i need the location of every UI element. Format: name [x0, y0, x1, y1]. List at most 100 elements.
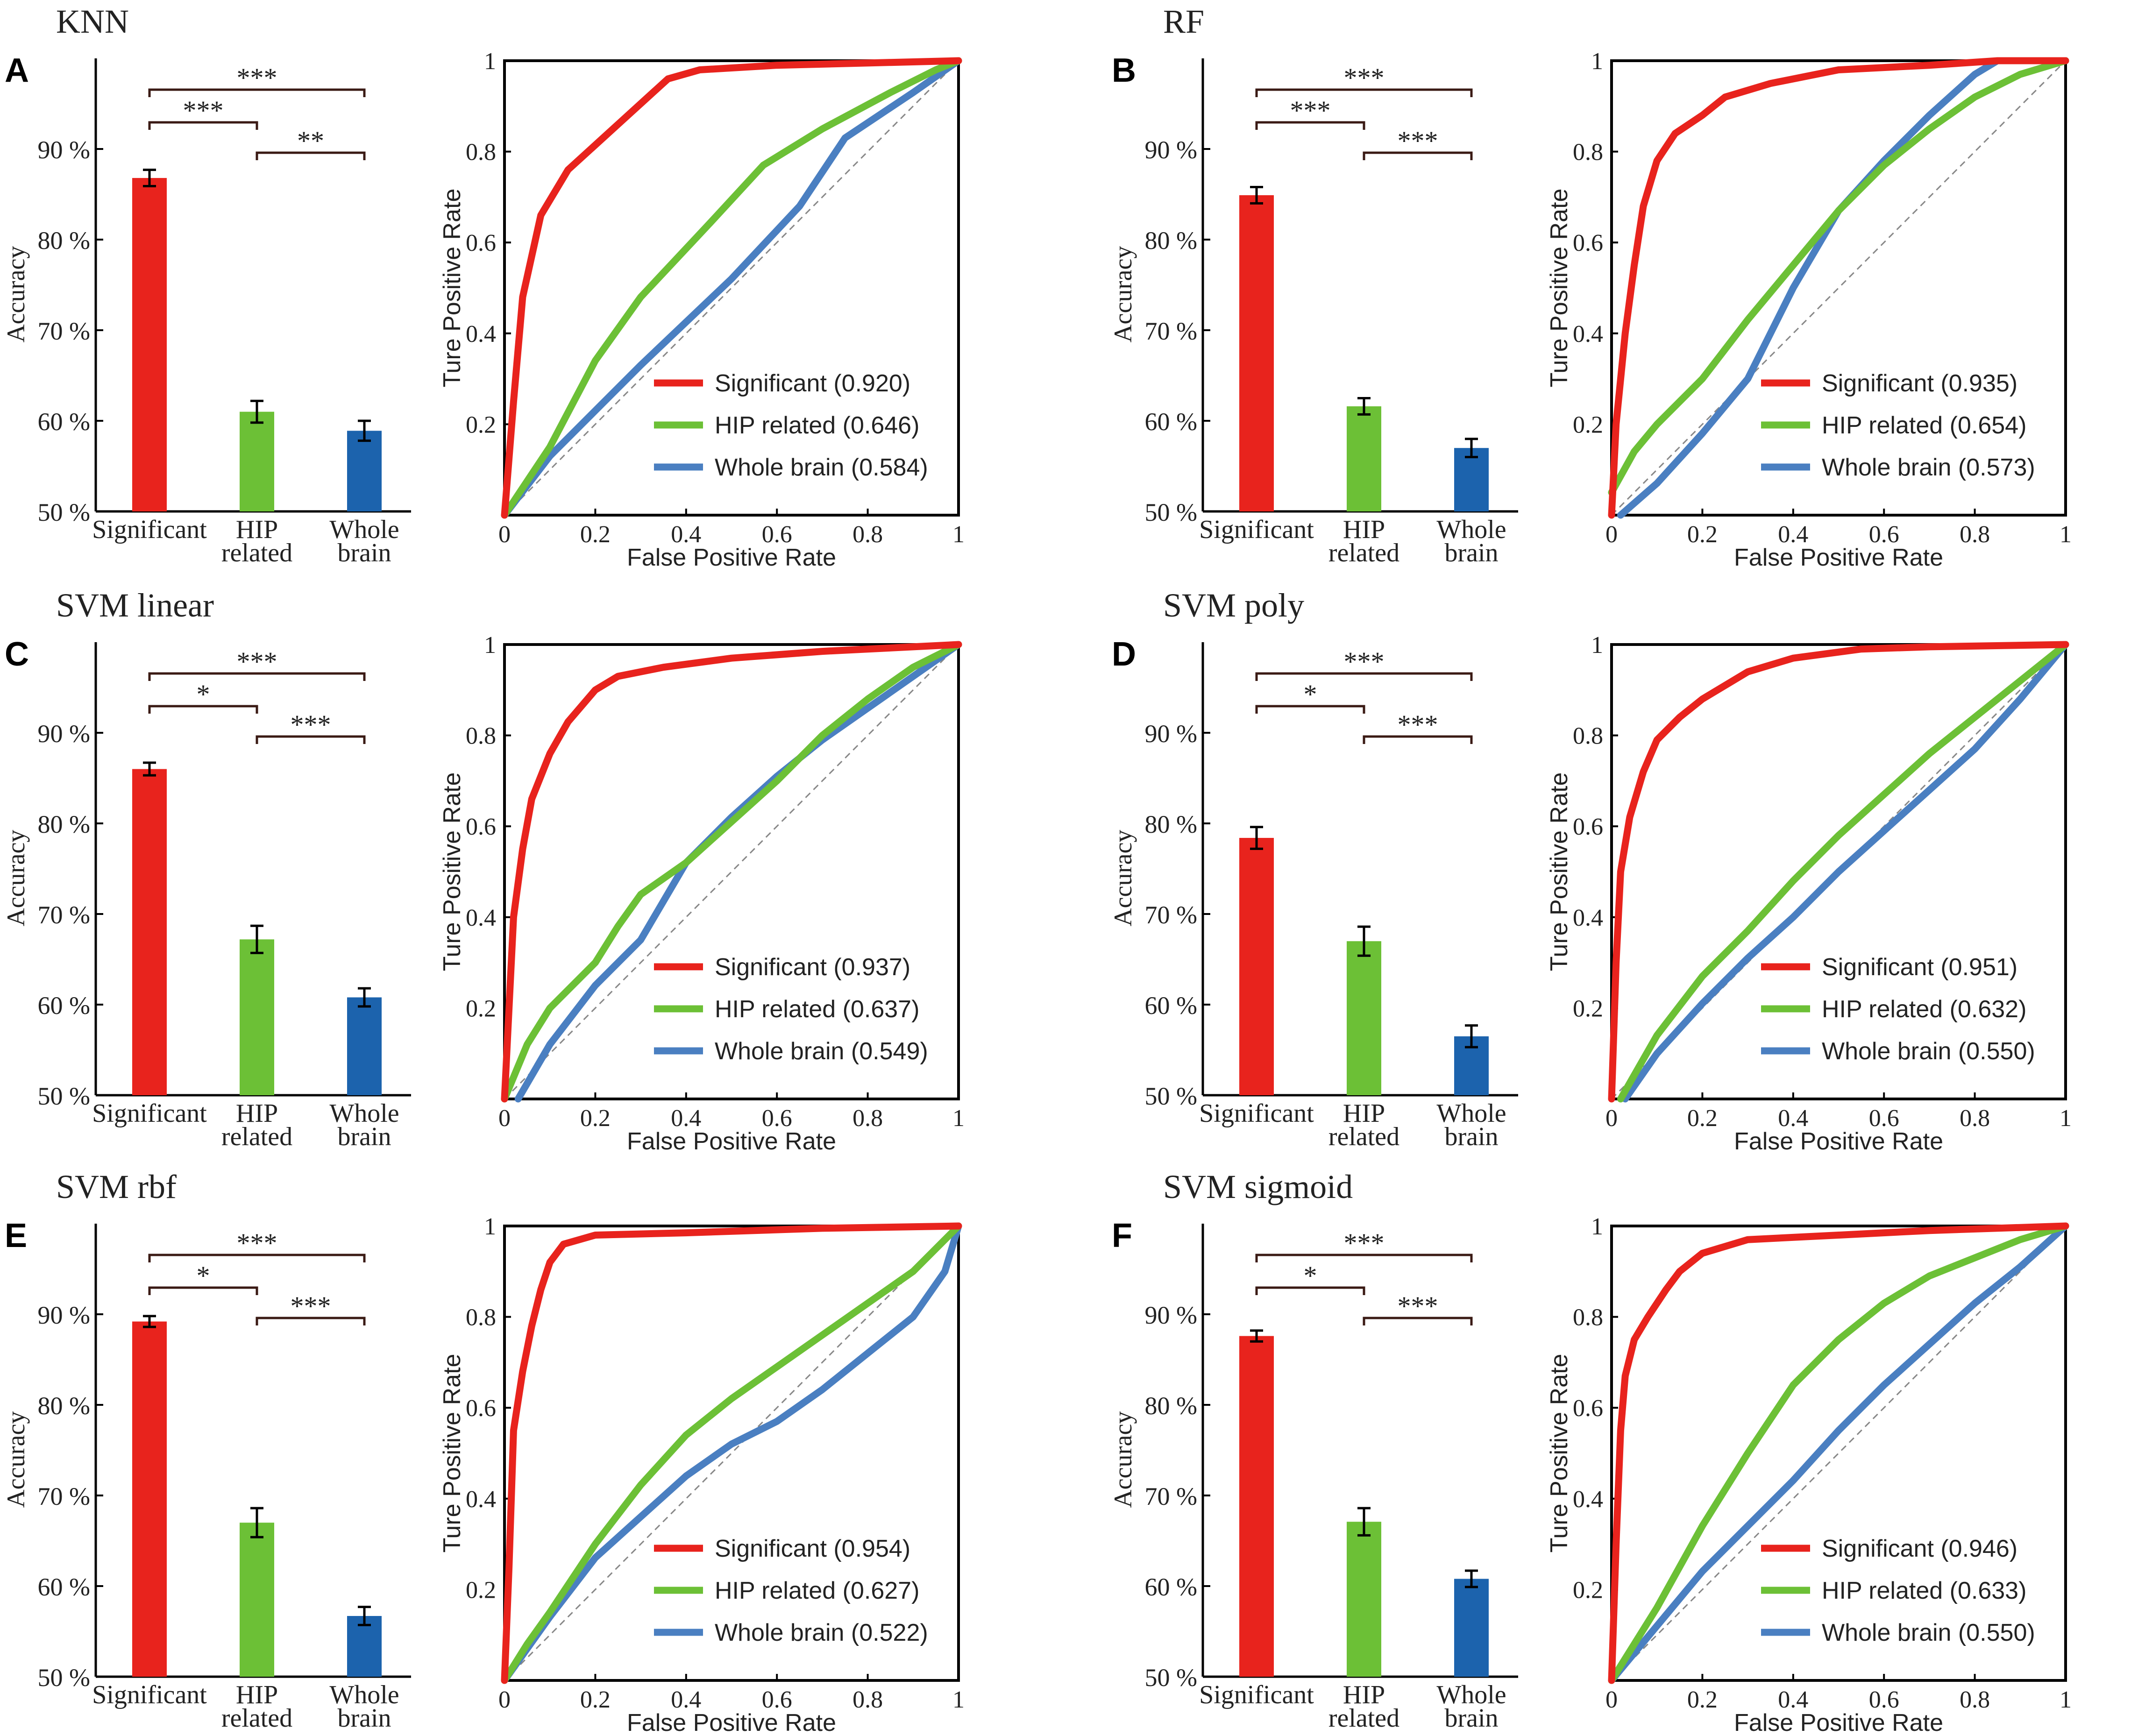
roc-x-tick-label: 0.6 — [1869, 521, 1899, 548]
bar-category-label: Whole — [1436, 515, 1506, 544]
roc-x-tick-label: 0.4 — [1778, 1686, 1808, 1713]
bar-y-tick-label: 90 % — [1145, 136, 1197, 164]
bar-category-label: brain — [1444, 1122, 1498, 1151]
roc-y-tick-label: 0.6 — [466, 230, 496, 256]
significance-bracket — [1255, 672, 1473, 681]
bar-category-label: HIP — [236, 515, 278, 544]
roc-x-tick-label: 0 — [1605, 1105, 1618, 1132]
bar-y-tick-label: 60 % — [1145, 408, 1197, 436]
panel-title: SVM linear — [56, 587, 214, 624]
bar-y-tick-label: 50 % — [1145, 1664, 1197, 1692]
significance-label: * — [197, 679, 210, 709]
significance-bracket — [148, 88, 366, 97]
legend-label: HIP related (0.627) — [715, 1577, 919, 1604]
significance-bracket — [148, 121, 258, 130]
bar-category-label: related — [221, 1704, 292, 1733]
roc-y-tick-label: 0.2 — [1573, 1577, 1603, 1603]
bar-category-label: brain — [337, 1704, 391, 1733]
significance-label: * — [1304, 679, 1317, 709]
roc-y-axis-label: Ture Positive Rate — [1546, 772, 1573, 971]
bar-y-axis-label: Accuracy — [1109, 246, 1137, 343]
bar-y-tick-label: 70 % — [1145, 901, 1197, 929]
legend-label: Significant (0.954) — [715, 1535, 910, 1562]
bar-y-tick-label: 90 % — [38, 720, 90, 748]
panel-letter: A — [5, 52, 29, 89]
roc-x-tick-label: 0 — [498, 521, 511, 548]
roc-y-tick-label: 0.2 — [466, 995, 496, 1022]
bar-category-label: HIP — [1343, 515, 1385, 544]
panel-c: C SVM linear 50 % 60 % 70 % 80 % 90 % Accuracy S… — [2, 587, 965, 1155]
bar-significant — [1239, 195, 1274, 511]
bar-significant — [1239, 1336, 1274, 1677]
significance-bracket — [256, 151, 366, 160]
bar-y-tick-label: 50 % — [38, 1664, 90, 1692]
bar-y-axis-label: Accuracy — [1109, 830, 1137, 927]
roc-y-tick-label: 0.8 — [466, 139, 496, 166]
bar-y-tick-label: 80 % — [38, 1392, 90, 1420]
panel-letter: C — [5, 636, 29, 673]
legend-label: Whole brain (0.550) — [1822, 1619, 2035, 1646]
significance-label: *** — [1398, 126, 1438, 156]
legend-label: Significant (0.937) — [715, 954, 910, 981]
significance-label: *** — [291, 709, 331, 740]
roc-x-tick-label: 0.6 — [762, 1105, 792, 1132]
bar-category-label: Whole — [1436, 1680, 1506, 1709]
roc-x-tick-label: 0.6 — [1869, 1686, 1899, 1713]
roc-chance-line — [504, 60, 959, 516]
roc-x-axis-label: False Positive Rate — [627, 1128, 836, 1155]
roc-legend: Significant (0.937) HIP related (0.637) Wh… — [654, 954, 928, 1065]
bar-y-tick-label: 70 % — [38, 317, 90, 345]
bar-category-label: Significant — [92, 515, 207, 544]
roc-y-tick-label: 0.6 — [466, 1395, 496, 1422]
roc-x-tick-label: 1 — [2060, 1686, 2072, 1713]
legend-label: HIP related (0.646) — [715, 412, 919, 439]
roc-y-tick-label: 0.2 — [466, 1577, 496, 1603]
legend-label: HIP related (0.654) — [1822, 412, 2026, 439]
panel-title: SVM poly — [1163, 587, 1304, 624]
roc-x-axis-label: False Positive Rate — [627, 544, 836, 571]
roc-x-tick-label: 0.6 — [762, 521, 792, 548]
bar-y-tick-label: 60 % — [38, 1573, 90, 1601]
bar-category-label: brain — [337, 1122, 391, 1151]
roc-x-tick-label: 0.8 — [852, 521, 883, 548]
bar-y-axis-label: Accuracy — [2, 830, 30, 927]
legend-label: Whole brain (0.549) — [715, 1038, 928, 1065]
roc-y-axis-label: Ture Positive Rate — [1546, 189, 1573, 388]
roc-y-tick-label: 0.4 — [466, 321, 496, 347]
bar-y-tick-label: 50 % — [38, 1082, 90, 1110]
panel-title: SVM rbf — [56, 1168, 177, 1205]
roc-legend: Significant (0.946) HIP related (0.633) Wh… — [1761, 1535, 2035, 1646]
roc-curve-whole-brain — [1621, 641, 2069, 1103]
roc-x-tick-label: 0.4 — [671, 521, 701, 548]
significance-label: *** — [183, 95, 224, 126]
roc-x-tick-label: 1 — [2060, 521, 2072, 548]
significance-bracket — [1363, 735, 1473, 744]
roc-y-tick-label: 1 — [1591, 632, 1603, 659]
roc-y-tick-label: 0.4 — [466, 905, 496, 931]
roc-y-tick-label: 0.8 — [1573, 1304, 1603, 1331]
roc-y-tick-label: 0.6 — [466, 814, 496, 840]
bar-y-tick-label: 60 % — [1145, 1573, 1197, 1601]
roc-x-tick-label: 0 — [1605, 1686, 1618, 1713]
significance-label: *** — [237, 63, 277, 93]
roc-y-tick-label: 1 — [484, 1213, 496, 1240]
bar-y-tick-label: 70 % — [1145, 1482, 1197, 1510]
bar-category-label: Significant — [92, 1680, 207, 1709]
bar-y-tick-label: 50 % — [38, 498, 90, 526]
significance-label: *** — [1290, 95, 1331, 126]
roc-legend: Significant (0.954) HIP related (0.627) Wh… — [654, 1535, 928, 1646]
significance-label: *** — [1344, 1228, 1385, 1258]
significance-bracket — [1255, 121, 1365, 130]
bar-y-tick-label: 90 % — [1145, 720, 1197, 748]
legend-label: Significant (0.935) — [1822, 370, 2017, 397]
roc-y-tick-label: 0.4 — [1573, 321, 1603, 347]
roc-curve-hip-related — [1617, 641, 2069, 1103]
roc-x-tick-label: 1 — [952, 1105, 965, 1132]
roc-curve-hip-related — [501, 1222, 962, 1684]
panel-letter: E — [5, 1217, 27, 1254]
roc-y-tick-label: 0.8 — [1573, 723, 1603, 750]
roc-y-tick-label: 0.4 — [466, 1486, 496, 1513]
bar-y-tick-label: 70 % — [38, 1482, 90, 1510]
bar-category-label: Whole — [329, 515, 399, 544]
bar-y-tick-label: 80 % — [38, 227, 90, 255]
